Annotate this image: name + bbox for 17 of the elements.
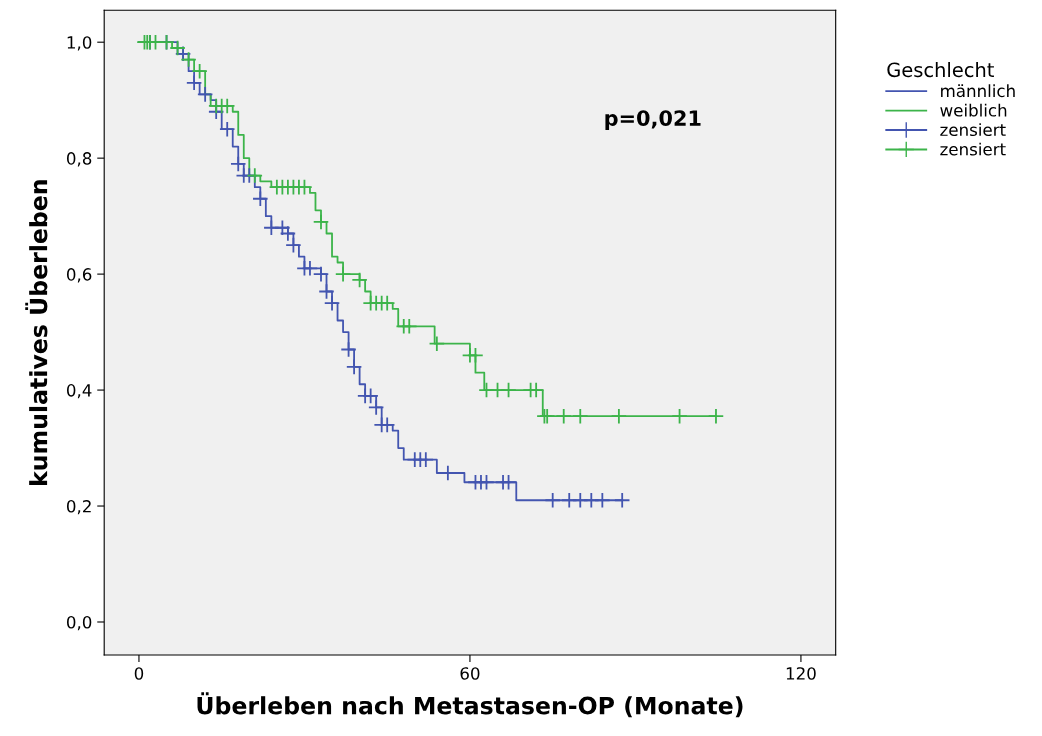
legend-title: Geschlecht [887, 62, 994, 78]
legend-label: weiblich [940, 103, 1007, 117]
y-tick-label: 0,4 [66, 384, 92, 399]
annotation: p=0,021 [605, 110, 701, 130]
y-tick-label: 0,0 [66, 615, 92, 631]
x-axis-title: Überleben nach Metastasen-OP (Monate) [197, 692, 743, 718]
y-tick-label: 0,8 [66, 152, 92, 167]
x-tick-label: 60 [460, 667, 480, 680]
y-axis-title: kumulatives Überleben [25, 180, 48, 485]
y-tick-label: 0,6 [66, 268, 92, 283]
legend-label: männlich [941, 84, 1015, 98]
y-tick-label: 1,0 [67, 36, 92, 51]
legend-label: zensiert [940, 123, 1006, 137]
x-tick-label: 120 [786, 667, 816, 680]
legend-label: zensiert [940, 142, 1006, 156]
y-tick-label: 0,2 [66, 499, 91, 515]
x-tick-label: 0 [134, 667, 144, 680]
